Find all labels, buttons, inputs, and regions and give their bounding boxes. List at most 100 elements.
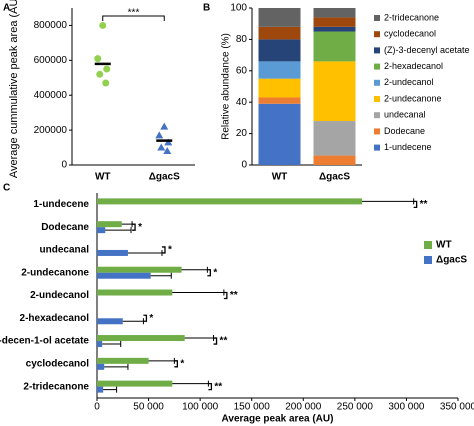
data-point [157, 143, 166, 151]
error-bar [103, 386, 118, 393]
significance-bracket [207, 269, 212, 277]
y-tick-label: 3-decen-1-ol acetate [0, 336, 89, 347]
error-bar [102, 341, 122, 348]
data-point [103, 65, 111, 73]
y-axis-label: Relative abundance (%) [221, 33, 232, 140]
error-bar [105, 227, 132, 234]
panel-label: B [203, 3, 210, 14]
significance-label: * [138, 222, 142, 233]
legend-label: 2-undecanol [384, 77, 434, 87]
error-bar [181, 266, 208, 273]
y-tick-label: 800000 [34, 20, 68, 31]
bar [97, 198, 363, 205]
significance-bracket [413, 200, 418, 209]
y-tick-label: 100 [230, 3, 247, 14]
error-bar [121, 221, 133, 228]
legend-swatch [374, 96, 380, 102]
legend-label: cyclodecanol [384, 29, 436, 39]
y-tick-label: 0 [241, 160, 247, 171]
x-tick-label: WT [272, 172, 288, 183]
y-tick-label: cyclodecanol [26, 358, 90, 369]
bar-segment [313, 61, 356, 122]
bar [97, 386, 104, 393]
bar-segment [313, 155, 356, 165]
error-bar [122, 318, 144, 325]
bar [97, 341, 103, 348]
legend-label: WT [436, 240, 452, 251]
bar [97, 272, 151, 279]
legend-swatch [424, 241, 432, 249]
bar-segment [258, 26, 301, 40]
panel-label: C [3, 183, 10, 194]
x-tick-label: ΔgacS [319, 172, 350, 183]
y-tick-label: Dodecane [41, 222, 89, 233]
significance-bracket [208, 382, 213, 391]
legend-label: ΔgacS [436, 255, 467, 266]
significance-bracket [102, 15, 165, 21]
bar-segment [258, 61, 301, 79]
y-tick-label: 80 [236, 34, 248, 45]
bar [97, 289, 173, 296]
legend-label: 2-hexadecanol [384, 61, 443, 71]
legend-swatch [374, 144, 380, 151]
legend-swatch [374, 15, 380, 21]
legend-swatch [374, 128, 380, 135]
significance-bracket [174, 360, 179, 368]
y-tick-label: 20 [236, 128, 248, 139]
bar-segment [313, 31, 356, 62]
significance-label: ** [214, 381, 222, 392]
significance-label: ** [420, 199, 428, 210]
data-point [102, 79, 110, 87]
legend-label: undecanal [384, 110, 426, 120]
legend-swatch [374, 63, 380, 70]
bar [97, 335, 185, 342]
error-bar [184, 335, 215, 342]
y-tick-label: 60 [236, 65, 248, 76]
x-tick-label: ΔgacS [149, 172, 180, 183]
x-tick-label: 250 000 [337, 402, 374, 413]
bar-segment [258, 39, 301, 62]
significance-label: * [180, 358, 184, 369]
data-point [99, 21, 107, 29]
legend-label: (Z)-3-decenyl acetate [384, 45, 470, 55]
y-tick-label: 2-hexadecanol [20, 313, 90, 324]
legend-label: 2-undecanone [384, 93, 442, 103]
y-tick-label: 600000 [34, 55, 68, 66]
y-tick-label: 2-undecanol [30, 290, 89, 301]
significance-label: ** [220, 336, 228, 347]
bar-segment [313, 26, 356, 32]
bar [97, 266, 182, 273]
data-point [160, 122, 169, 130]
y-tick-label: 2-undecanone [21, 267, 89, 278]
bar [97, 318, 123, 325]
bar [97, 357, 149, 364]
bar [97, 227, 106, 234]
data-point [96, 70, 104, 78]
y-axis-label: Average cummulative peak area (AU) [8, 0, 20, 178]
x-tick-label: 350 000 [440, 402, 474, 413]
y-tick-label: undecanal [40, 245, 90, 256]
error-bar [150, 272, 172, 279]
error-bar [172, 289, 225, 296]
x-axis-label: Average peak area (AU) [222, 414, 334, 425]
bar [97, 363, 105, 370]
x-tick-label: WT [95, 172, 111, 183]
x-tick-label: 100 000 [182, 402, 219, 413]
y-tick-label: 200000 [34, 125, 68, 136]
significance-label: ** [230, 290, 238, 301]
y-tick-label: 1-undecene [33, 199, 89, 210]
legend-label: 2-tridecanone [384, 12, 439, 22]
x-tick-label: 150 000 [234, 402, 271, 413]
bar-segment [258, 78, 301, 98]
bar [97, 221, 122, 228]
error-bar [172, 380, 209, 387]
y-tick-label: 400000 [34, 90, 68, 101]
bar [97, 249, 128, 256]
data-point [155, 131, 164, 139]
significance-label: * [149, 313, 153, 324]
bar-segment [258, 97, 301, 104]
x-tick-label: 0 [94, 402, 100, 413]
y-tick-label: 40 [236, 97, 248, 108]
bar-segment [258, 8, 301, 27]
